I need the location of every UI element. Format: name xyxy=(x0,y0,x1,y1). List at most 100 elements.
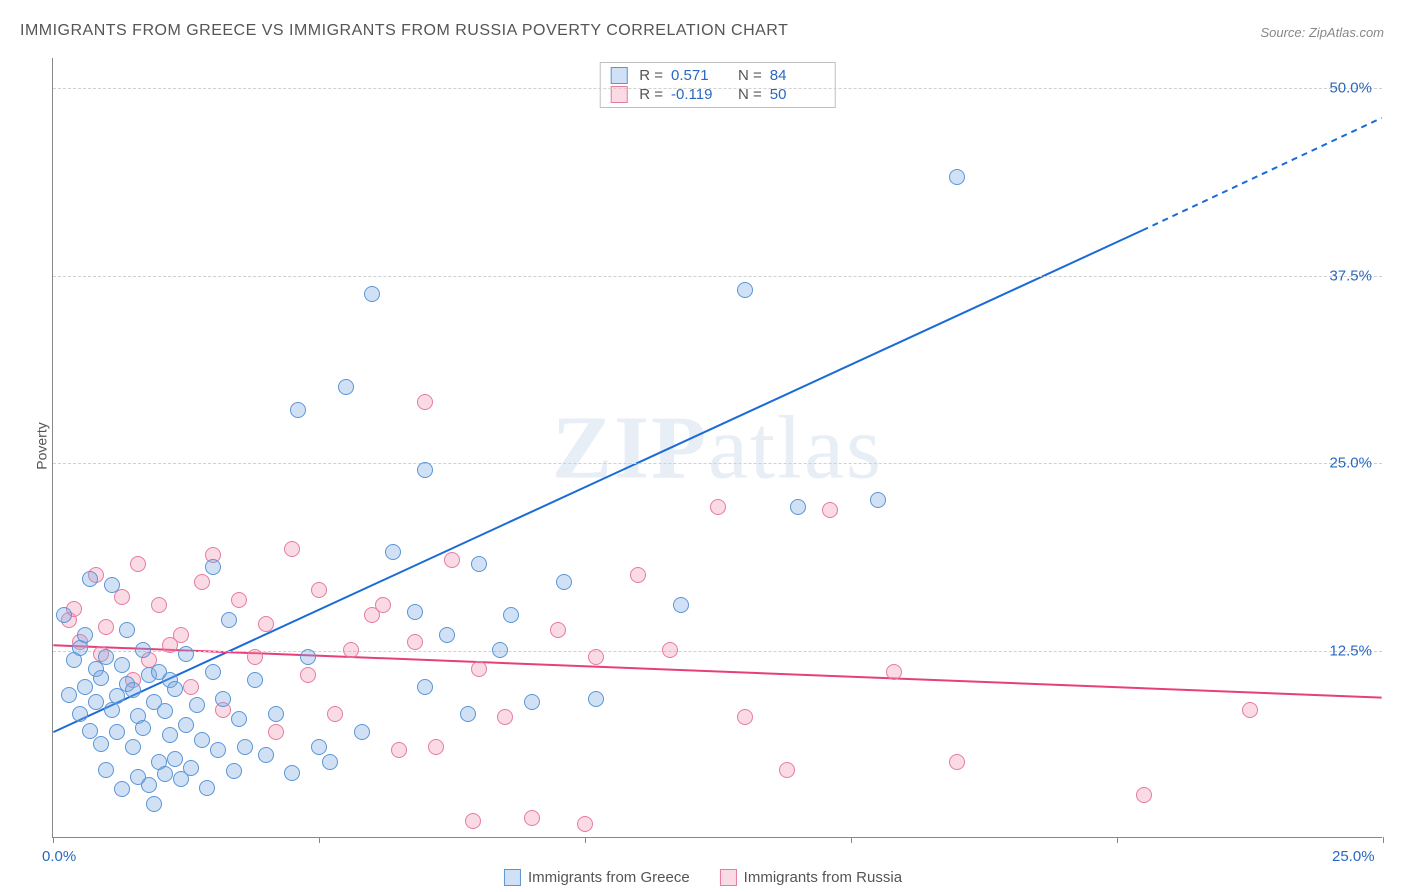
y-tick-label: 37.5% xyxy=(1329,267,1372,284)
greece-point xyxy=(77,679,93,695)
greece-point xyxy=(231,711,247,727)
greece-point xyxy=(125,682,141,698)
greece-point xyxy=(226,763,242,779)
greece-point xyxy=(157,703,173,719)
greece-point xyxy=(141,777,157,793)
greece-point xyxy=(178,646,194,662)
greece-point xyxy=(417,462,433,478)
russia-point xyxy=(258,616,274,632)
russia-legend-swatch xyxy=(720,869,737,886)
gridline xyxy=(53,463,1382,464)
greece-point xyxy=(221,612,237,628)
greece-point xyxy=(364,286,380,302)
greece-point xyxy=(167,751,183,767)
greece-point xyxy=(61,687,77,703)
gridline xyxy=(53,88,1382,89)
greece-point xyxy=(673,597,689,613)
russia-point xyxy=(284,541,300,557)
russia-point xyxy=(194,574,210,590)
greece-point xyxy=(157,766,173,782)
russia-point xyxy=(588,649,604,665)
legend-greece-label: Immigrants from Greece xyxy=(528,869,690,886)
greece-point xyxy=(135,642,151,658)
plot-area: ZIPatlas R = 0.571 N = 84 R = -0.119 N =… xyxy=(52,58,1382,838)
greece-point xyxy=(300,649,316,665)
greece-point xyxy=(205,664,221,680)
greece-point xyxy=(417,679,433,695)
greece-point xyxy=(77,627,93,643)
russia-point xyxy=(949,754,965,770)
greece-point xyxy=(88,694,104,710)
greece-point xyxy=(114,657,130,673)
greece-point xyxy=(119,622,135,638)
greece-swatch xyxy=(610,67,627,84)
russia-point xyxy=(247,649,263,665)
greece-point xyxy=(338,379,354,395)
russia-point xyxy=(886,664,902,680)
chart-title: IMMIGRANTS FROM GREECE VS IMMIGRANTS FRO… xyxy=(20,22,788,40)
russia-point xyxy=(173,627,189,643)
greece-point xyxy=(178,717,194,733)
russia-point xyxy=(1136,787,1152,803)
greece-point xyxy=(503,607,519,623)
greece-point xyxy=(72,706,88,722)
stats-row-greece: R = 0.571 N = 84 xyxy=(610,66,825,85)
greece-point xyxy=(82,723,98,739)
greece-point xyxy=(284,765,300,781)
russia-point xyxy=(710,499,726,515)
greece-point xyxy=(109,724,125,740)
russia-point xyxy=(524,810,540,826)
russia-point xyxy=(231,592,247,608)
greece-point xyxy=(492,642,508,658)
stats-box: R = 0.571 N = 84 R = -0.119 N = 50 xyxy=(599,62,836,108)
russia-point xyxy=(183,679,199,695)
y-tick-label: 25.0% xyxy=(1329,455,1372,472)
greece-point xyxy=(524,694,540,710)
russia-point xyxy=(151,597,167,613)
greece-point xyxy=(556,574,572,590)
greece-point xyxy=(146,796,162,812)
russia-point xyxy=(428,739,444,755)
russia-point xyxy=(779,762,795,778)
greece-point xyxy=(460,706,476,722)
greece-point xyxy=(205,559,221,575)
greece-point xyxy=(268,706,284,722)
greece-point xyxy=(737,282,753,298)
n-label: N = xyxy=(738,67,762,84)
russia-point xyxy=(662,642,678,658)
greece-point xyxy=(237,739,253,755)
greece-point xyxy=(98,649,114,665)
russia-point xyxy=(1242,702,1258,718)
russia-point xyxy=(300,667,316,683)
gridline xyxy=(53,276,1382,277)
greece-point xyxy=(199,780,215,796)
legend-russia: Immigrants from Russia xyxy=(720,869,902,886)
x-tick xyxy=(1117,837,1118,843)
greece-point xyxy=(322,754,338,770)
russia-point xyxy=(417,394,433,410)
greece-point xyxy=(98,762,114,778)
x-tick-label-0: 0.0% xyxy=(42,848,76,865)
x-tick xyxy=(851,837,852,843)
greece-point xyxy=(247,672,263,688)
x-tick xyxy=(1383,837,1384,843)
x-tick xyxy=(53,837,54,843)
russia-point xyxy=(98,619,114,635)
y-tick-label: 12.5% xyxy=(1329,642,1372,659)
greece-point xyxy=(215,691,231,707)
source-attribution: Source: ZipAtlas.com xyxy=(1260,25,1384,40)
r-label: R = xyxy=(639,67,663,84)
greece-point xyxy=(189,697,205,713)
greece-point xyxy=(135,720,151,736)
greece-legend-swatch xyxy=(504,869,521,886)
russia-point xyxy=(268,724,284,740)
greece-point xyxy=(93,670,109,686)
russia-point xyxy=(130,556,146,572)
greece-point xyxy=(290,402,306,418)
greece-point xyxy=(194,732,210,748)
greece-point xyxy=(870,492,886,508)
russia-point xyxy=(577,816,593,832)
russia-point xyxy=(375,597,391,613)
greece-point xyxy=(790,499,806,515)
greece-point xyxy=(114,781,130,797)
